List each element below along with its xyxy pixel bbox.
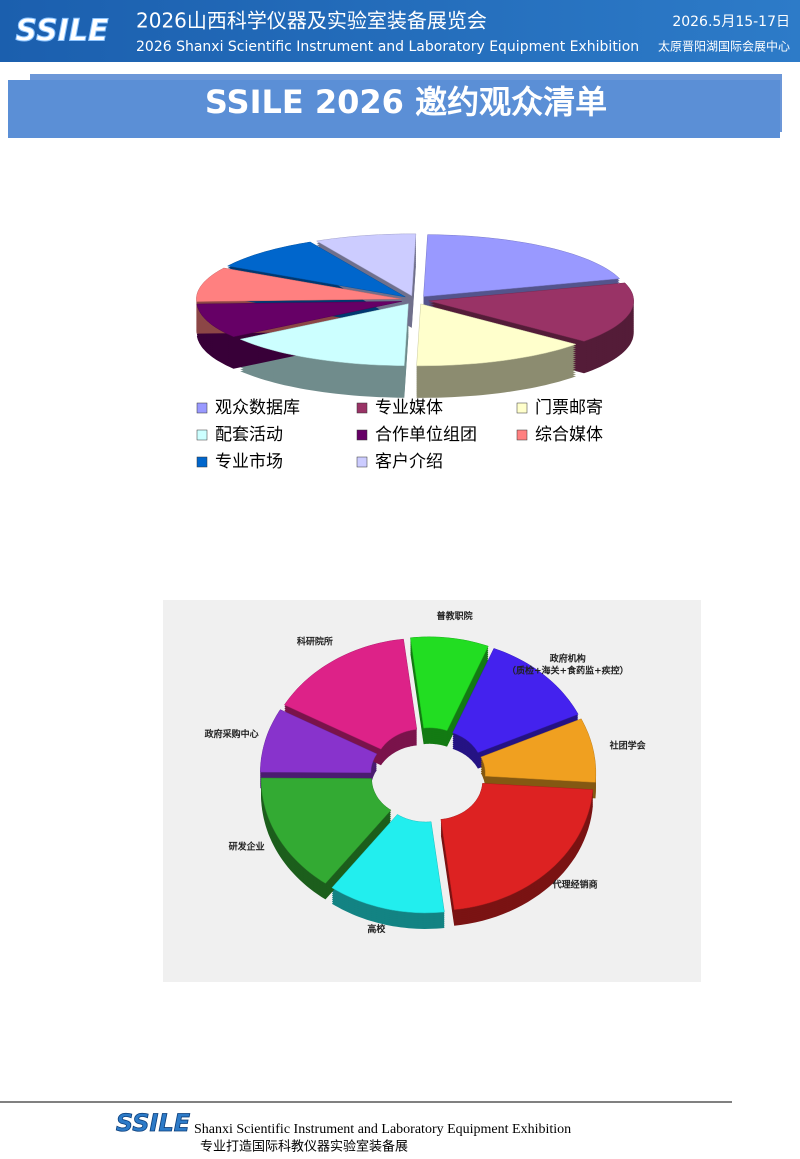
slice bbox=[428, 282, 634, 342]
slice-label: 代理经销商 bbox=[552, 879, 598, 891]
slice-label: 科研院所 bbox=[297, 636, 333, 648]
header-subtitle: 2026 Shanxi Scientific Instrument and La… bbox=[136, 39, 639, 55]
slice bbox=[196, 267, 402, 302]
slice bbox=[196, 301, 402, 338]
slice bbox=[423, 234, 621, 297]
header-title: 2026山西科学仪器及实验室装备展览会 bbox=[136, 9, 487, 33]
page-title: SSILE 2026 邀约观众清单 bbox=[205, 83, 607, 121]
slice-label: 社团学会 bbox=[609, 739, 647, 751]
slice bbox=[416, 303, 577, 367]
slice bbox=[226, 241, 406, 298]
legend-swatch bbox=[356, 402, 368, 414]
legend-label: 配套活动 bbox=[215, 425, 283, 445]
slice bbox=[239, 303, 409, 366]
header-venue: 太原晋阳湖国际会展中心 bbox=[658, 39, 790, 54]
legend-label: 合作单位组团 bbox=[375, 425, 477, 445]
legend-swatch bbox=[516, 429, 528, 441]
footer-logo: SSILE bbox=[116, 1109, 191, 1137]
legend-label: 观众数据库 bbox=[215, 398, 300, 418]
slice bbox=[315, 233, 417, 297]
legend-label: 专业媒体 bbox=[375, 398, 443, 418]
slice bbox=[480, 718, 597, 783]
legend-swatch bbox=[356, 456, 368, 468]
legend-swatch bbox=[516, 402, 528, 414]
header-logo: SSILE bbox=[16, 14, 109, 49]
slice-annotation: （质检+海关+食药监+疾控） bbox=[507, 664, 629, 676]
footer-english: Shanxi Scientific Instrument and Laborat… bbox=[194, 1122, 571, 1137]
header-bar bbox=[0, 0, 800, 62]
slice-label: 政府机构 bbox=[550, 652, 586, 664]
title-banner bbox=[8, 80, 780, 138]
legend-swatch bbox=[196, 456, 208, 468]
slice bbox=[284, 638, 418, 750]
slice bbox=[440, 783, 594, 910]
legend-label: 门票邮寄 bbox=[535, 398, 603, 418]
legend-label: 专业市场 bbox=[215, 452, 283, 472]
header-date: 2026.5月15-17日 bbox=[672, 14, 790, 30]
slice-label: 政府采购中心 bbox=[205, 728, 259, 740]
slice bbox=[331, 814, 445, 914]
legend-label: 客户介绍 bbox=[375, 452, 443, 472]
legend-swatch bbox=[356, 429, 368, 441]
slice bbox=[452, 648, 579, 753]
legend-label: 综合媒体 bbox=[535, 425, 603, 445]
slice bbox=[260, 709, 378, 773]
slice bbox=[410, 636, 489, 732]
slice bbox=[260, 777, 392, 884]
legend-swatch bbox=[196, 429, 208, 441]
footer-chinese: 专业打造国际科教仪器实验室装备展 bbox=[200, 1139, 408, 1155]
slice-label: 普教职院 bbox=[437, 610, 473, 622]
legend-swatch bbox=[196, 402, 208, 414]
slice-label: 研发企业 bbox=[229, 840, 265, 852]
slice-label: 高校 bbox=[367, 923, 386, 935]
